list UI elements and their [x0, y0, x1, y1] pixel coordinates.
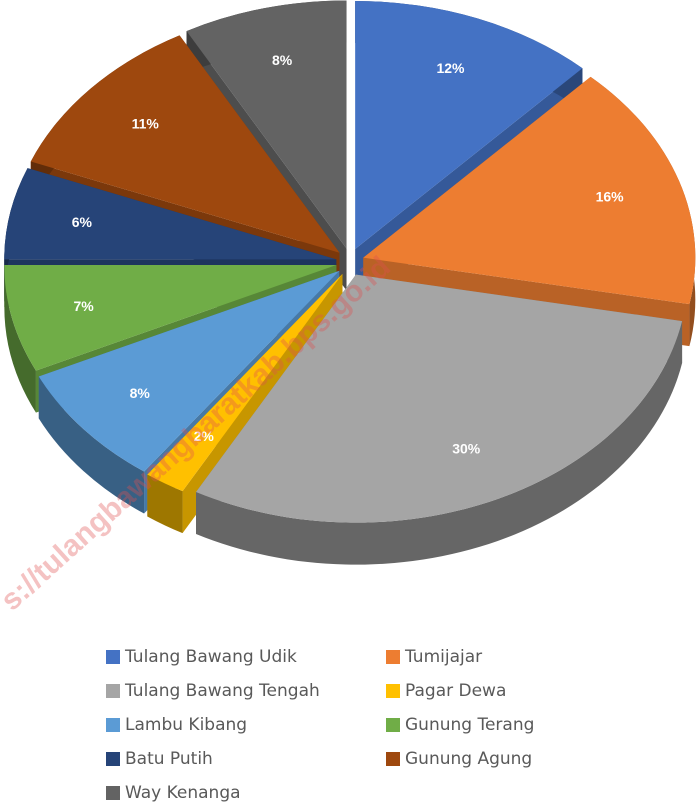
data-label: 8%	[272, 52, 293, 68]
data-label: 16%	[596, 189, 625, 205]
slice	[4, 168, 337, 260]
slice	[147, 273, 343, 492]
legend-label: Lambu Kibang	[125, 715, 247, 735]
legend-swatch	[106, 718, 120, 732]
legend: Tulang Bawang Udik Tumijajar Tulang Bawang…	[106, 647, 534, 803]
slice	[38, 270, 340, 472]
data-label: 8%	[130, 385, 151, 401]
legend-swatch	[106, 752, 120, 766]
legend-label: Gunung Agung	[405, 749, 532, 769]
data-label: 11%	[132, 116, 160, 132]
data-label: 6%	[72, 214, 93, 230]
legend-swatch	[386, 752, 400, 766]
slice-wall	[147, 474, 183, 534]
data-label: 30%	[452, 440, 481, 456]
slice	[4, 265, 337, 371]
legend-label: Pagar Dewa	[405, 681, 506, 701]
slice	[355, 0, 583, 249]
legend-swatch	[106, 786, 120, 800]
legend-swatch	[386, 718, 400, 732]
legend-label: Tulang Bawang Tengah	[124, 681, 320, 701]
legend-swatch	[386, 650, 400, 664]
legend-swatch	[386, 684, 400, 698]
legend-swatch	[106, 684, 120, 698]
legend-label: Tulang Bawang Udik	[124, 647, 297, 667]
legend-label: Gunung Terang	[405, 715, 534, 735]
slice-wall	[4, 265, 36, 413]
legend-label: Batu Putih	[125, 749, 213, 769]
slice	[30, 35, 340, 253]
data-label: 2%	[194, 428, 215, 444]
data-label: 12%	[436, 60, 465, 76]
data-label: 7%	[73, 298, 94, 314]
pie: 12% 16% 30% 2% 8% 7% 6% 11% 8%	[4, 0, 696, 565]
slice-wall	[196, 321, 683, 565]
slice	[196, 274, 683, 523]
slice	[363, 76, 696, 305]
slice	[186, 0, 347, 249]
legend-label: Tumijajar	[404, 647, 482, 667]
legend-swatch	[106, 650, 120, 664]
slice-wall	[38, 376, 145, 514]
legend-label: Way Kenanga	[125, 783, 241, 803]
